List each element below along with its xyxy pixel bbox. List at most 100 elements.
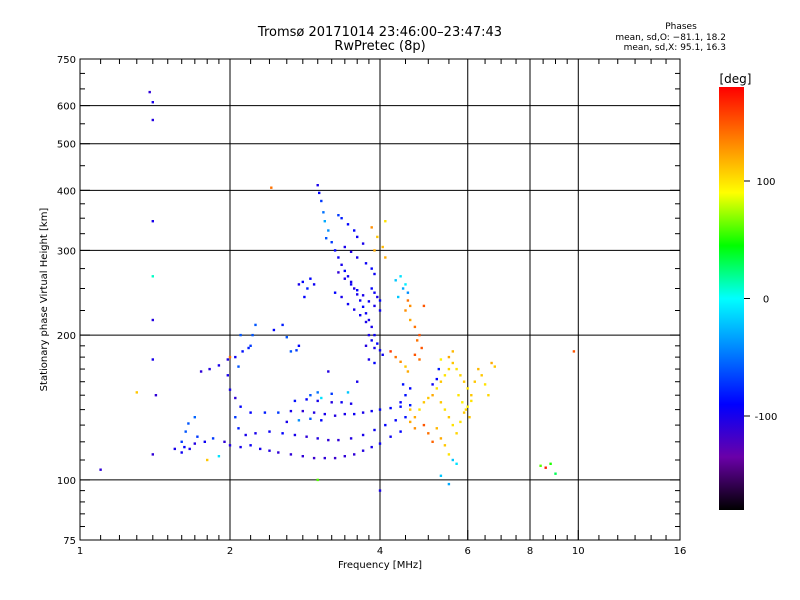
data-point: [316, 184, 319, 187]
data-point: [323, 220, 326, 223]
data-point: [356, 289, 359, 292]
data-point: [289, 453, 293, 456]
data-point: [206, 458, 209, 462]
data-point: [277, 411, 280, 414]
data-point: [303, 295, 306, 299]
data-point: [443, 408, 447, 411]
data-point: [373, 361, 376, 365]
data-point: [359, 299, 362, 302]
data-point: [370, 226, 373, 229]
echo-points: [99, 90, 576, 492]
data-point: [378, 442, 382, 445]
data-point: [477, 367, 480, 371]
data-point: [180, 451, 183, 454]
y-tick-label: 750: [57, 55, 76, 66]
data-point: [226, 358, 229, 361]
data-point: [422, 304, 426, 308]
data-point: [228, 388, 232, 391]
data-point: [480, 374, 483, 377]
data-point: [427, 432, 430, 435]
x-tick-label: 4: [377, 546, 383, 557]
data-point: [323, 412, 326, 416]
data-point: [289, 409, 293, 413]
data-point: [373, 291, 376, 294]
data-point: [359, 314, 362, 317]
data-point: [361, 294, 365, 297]
y-tick-label: 300: [57, 246, 76, 257]
data-point: [349, 250, 353, 253]
data-point: [367, 318, 371, 322]
data-point: [349, 280, 353, 284]
data-point: [459, 374, 462, 377]
data-point: [404, 309, 407, 312]
data-point: [373, 249, 376, 252]
data-point: [151, 275, 154, 278]
colorbar-gradient: [719, 87, 744, 510]
data-point: [483, 383, 487, 386]
data-point: [435, 427, 438, 430]
data-point: [203, 440, 206, 443]
data-point: [401, 383, 405, 386]
data-point: [439, 474, 443, 477]
data-point: [312, 283, 316, 286]
x-tick-label: 10: [572, 546, 585, 557]
data-point: [364, 262, 368, 265]
data-point: [384, 423, 387, 427]
colorbar-label: [deg]: [720, 72, 752, 86]
data-point: [340, 295, 343, 299]
data-point: [251, 333, 254, 337]
data-point: [367, 358, 371, 361]
data-point: [306, 287, 309, 290]
data-point: [234, 396, 237, 400]
data-point: [431, 394, 434, 397]
data-point: [394, 419, 397, 422]
data-point: [309, 417, 312, 420]
data-point: [249, 411, 252, 414]
data-point: [301, 280, 304, 284]
data-point: [493, 365, 496, 368]
data-point: [367, 333, 371, 337]
data-point: [217, 455, 221, 458]
data-point: [330, 401, 333, 404]
data-point: [404, 283, 407, 286]
data-point: [272, 328, 276, 332]
data-point: [361, 449, 365, 452]
data-point: [151, 453, 154, 456]
data-point: [333, 291, 337, 294]
data-point: [447, 453, 451, 456]
data-point: [184, 430, 187, 433]
data-point: [330, 241, 333, 244]
data-point: [320, 396, 323, 400]
data-point: [439, 380, 443, 383]
y-tick-label: 600: [57, 102, 76, 113]
data-point: [333, 456, 337, 460]
data-point: [439, 437, 443, 440]
data-point: [451, 423, 454, 427]
data-point: [356, 293, 359, 296]
y-tick-label: 200: [57, 331, 76, 342]
data-point: [356, 380, 359, 383]
data-point: [337, 214, 340, 217]
data-point: [370, 339, 373, 342]
data-point: [349, 437, 353, 440]
data-point: [340, 217, 343, 220]
data-point: [325, 237, 328, 240]
data-point: [249, 344, 252, 347]
data-point: [473, 380, 476, 383]
data-point: [226, 374, 229, 377]
data-point: [439, 401, 443, 404]
data-point: [353, 412, 356, 416]
data-point: [151, 318, 154, 322]
data-point: [422, 423, 426, 427]
data-point: [239, 445, 242, 449]
data-point: [99, 468, 102, 471]
data-point: [490, 361, 493, 365]
phase-o-mode-stats: mean, sd,O: −81.1, 18.2: [615, 32, 726, 43]
data-point: [378, 408, 382, 411]
data-point: [340, 263, 343, 266]
data-point: [549, 462, 552, 465]
data-point: [470, 394, 473, 397]
data-point: [323, 456, 326, 460]
data-point: [413, 353, 417, 356]
y-tick-label: 75: [63, 536, 76, 547]
